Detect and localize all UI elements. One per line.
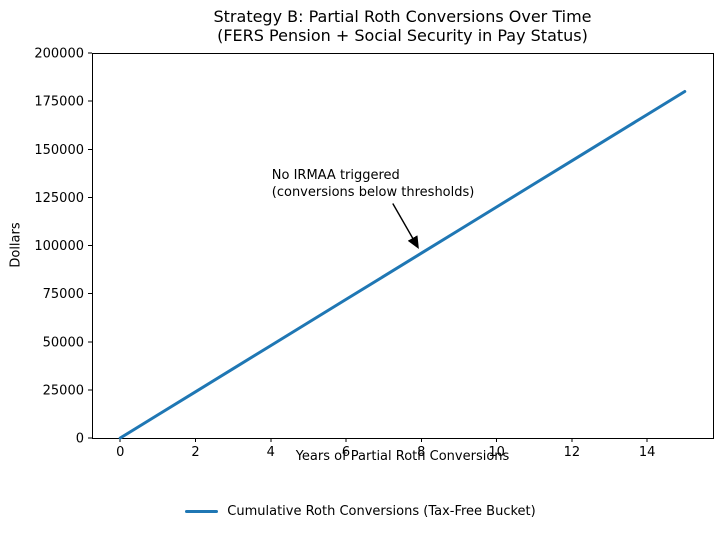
x-tick-label: 2: [191, 445, 199, 460]
x-tick-label: 6: [342, 445, 350, 460]
axes-spines: [92, 53, 714, 439]
x-tick-label: 0: [116, 445, 124, 460]
y-tick-label: 100000: [34, 239, 84, 254]
chart-title-line2: (FERS Pension + Social Security in Pay S…: [217, 26, 588, 45]
data-series-layer: [118, 90, 687, 440]
chart-title: Strategy B: Partial Roth Conversions Ove…: [92, 7, 713, 45]
y-axis-label: Dollars: [8, 222, 24, 268]
x-tick-label: 8: [417, 445, 425, 460]
annotation-arrow: [392, 203, 419, 249]
y-tick-label: 125000: [34, 191, 84, 206]
data-line: [118, 90, 687, 440]
legend-label: Cumulative Roth Conversions (Tax-Free Bu…: [227, 504, 536, 519]
legend: Cumulative Roth Conversions (Tax-Free Bu…: [0, 504, 721, 519]
x-tick-label: 4: [267, 445, 275, 460]
x-axis-label: Years of Partial Roth Conversions: [295, 449, 510, 464]
y-tick-label: 175000: [34, 95, 84, 110]
y-tick-label: 50000: [43, 335, 84, 350]
annotation-layer: [392, 203, 419, 249]
y-tick-label: 150000: [34, 143, 84, 158]
x-tick-label: 12: [564, 445, 581, 460]
x-tick-label: 14: [639, 445, 656, 460]
annotation-text: No IRMAA triggered (conversions below th…: [271, 167, 475, 200]
y-tick-label: 25000: [43, 383, 84, 398]
legend-line-swatch: [185, 510, 219, 513]
y-tick-label: 0: [76, 432, 84, 447]
axes: 0 2 4 6 8 10 12 14 0 25000 50000 75000 100000 125000 1…: [34, 47, 714, 460]
y-tick-label: 200000: [34, 47, 84, 62]
y-tick-label: 75000: [43, 287, 84, 302]
x-tick-label: 10: [488, 445, 505, 460]
chart-title-line1: Strategy B: Partial Roth Conversions Ove…: [213, 7, 592, 26]
